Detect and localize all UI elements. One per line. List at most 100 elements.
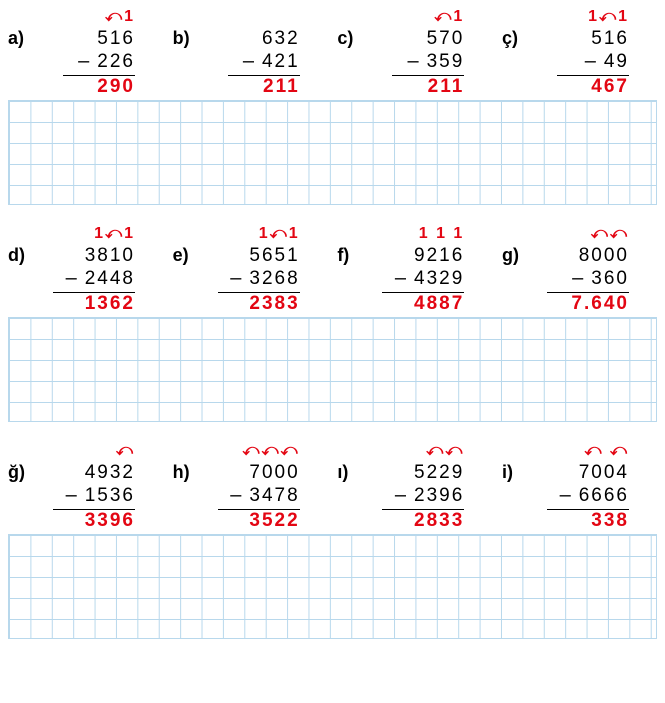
minuend: 516 (591, 28, 629, 50)
result: 211 (263, 76, 300, 98)
minus-sign: – (572, 267, 585, 289)
minus-sign: – (585, 50, 598, 72)
minuend: 4932 (85, 462, 135, 484)
subtrahend: 2396 (414, 485, 464, 507)
minus-sign: – (78, 50, 91, 72)
subtrahend: 359 (427, 51, 465, 73)
problem-section: ğ)⤺ 4932–15363396h)⤺⤺⤺7000–34783522ı)⤺⤺ … (8, 444, 657, 639)
minuend: 8000 (579, 245, 629, 267)
borrow-marks: ⤺ (116, 444, 135, 462)
borrow-marks: 1⤺1 (588, 10, 629, 28)
subtrahend-row: –49 (585, 50, 629, 73)
minus-sign: – (66, 484, 79, 506)
subtrahend: 3478 (249, 485, 299, 507)
subtraction-problem: ğ)⤺ 4932–15363396 (8, 444, 163, 532)
subtrahend-row: –2448 (66, 267, 135, 290)
minus-sign: – (395, 484, 408, 506)
subtrahend: 2448 (85, 268, 135, 290)
result: 338 (591, 510, 629, 532)
subtrahend-row: –226 (78, 50, 135, 73)
borrow-marks (293, 10, 299, 28)
result: 4887 (414, 293, 464, 315)
subtraction-problem: i)⤺ ⤺7004–6666338 (502, 444, 657, 532)
work-grid (8, 534, 657, 639)
subtrahend-row: –360 (572, 267, 629, 290)
result: 2383 (249, 293, 299, 315)
subtrahend-row: –3478 (230, 484, 299, 507)
subtrahend-row: –3268 (230, 267, 299, 290)
borrow-marks: ⤺1 (105, 10, 135, 28)
minus-sign: – (243, 50, 256, 72)
borrow-marks: ⤺⤺ (591, 227, 629, 245)
subtraction-problem: c)⤺1570–359211 (337, 10, 492, 98)
subtraction-problem: e)1⤺15651–32682383 (173, 227, 328, 315)
minuend: 7004 (579, 462, 629, 484)
minus-sign: – (230, 484, 243, 506)
subtrahend: 49 (604, 51, 629, 73)
problem-stack: 1⤺15651–3268 2383 (173, 227, 328, 315)
subtraction-problem: g)⤺⤺ 8000–3607.640 (502, 227, 657, 315)
result: 290 (97, 76, 135, 98)
borrow-marks: ⤺ ⤺ (584, 444, 629, 462)
minuend: 3810 (85, 245, 135, 267)
minuend: 570 (427, 28, 465, 50)
subtrahend-row: –1536 (66, 484, 135, 507)
borrow-marks: ⤺⤺ (426, 444, 464, 462)
minus-sign: – (560, 484, 573, 506)
subtrahend: 1536 (85, 485, 135, 507)
result: 467 (591, 76, 629, 98)
subtraction-problem: a)⤺1 516–226290 (8, 10, 163, 98)
minus-sign: – (230, 267, 243, 289)
minus-sign: – (395, 267, 408, 289)
subtrahend: 4329 (414, 268, 464, 290)
minuend: 5651 (249, 245, 299, 267)
minuend: 5229 (414, 462, 464, 484)
borrow-marks: 1⤺1 (259, 227, 300, 245)
minuend: 7000 (249, 462, 299, 484)
borrow-marks: ⤺⤺⤺ (242, 444, 299, 462)
result: 7.640 (571, 293, 629, 315)
problem-stack: ⤺1570–359211 (337, 10, 492, 98)
work-grid (8, 317, 657, 422)
problem-stack: 632–421211 (173, 10, 328, 98)
problems-row: d)1⤺1 3810–24481362e)1⤺15651–32682383f)1… (8, 227, 657, 315)
problem-section: d)1⤺1 3810–24481362e)1⤺15651–32682383f)1… (8, 227, 657, 422)
subtrahend: 3268 (249, 268, 299, 290)
problem-stack: ⤺⤺ 8000–360 7.640 (502, 227, 657, 315)
subtrahend-row: –2396 (395, 484, 464, 507)
minuend: 9216 (414, 245, 464, 267)
minus-sign: – (407, 50, 420, 72)
problems-row: a)⤺1 516–226290b) 632–421211c)⤺1570–3592… (8, 10, 657, 98)
subtraction-problem: f)1 1 19216–43294887 (337, 227, 492, 315)
subtrahend-row: –4329 (395, 267, 464, 290)
subtrahend: 226 (97, 51, 135, 73)
problem-stack: ⤺ 4932–1536 3396 (8, 444, 163, 532)
subtrahend-row: –359 (407, 50, 464, 73)
minuend: 516 (97, 28, 135, 50)
problem-stack: ⤺⤺⤺7000–3478 3522 (173, 444, 328, 532)
subtraction-problem: ç)1⤺1516–49467 (502, 10, 657, 98)
problem-stack: ⤺⤺ 5229–2396 2833 (337, 444, 492, 532)
subtrahend: 360 (591, 268, 629, 290)
problem-stack: 1⤺1516–49 467 (502, 10, 657, 98)
subtraction-problem: h)⤺⤺⤺7000–34783522 (173, 444, 328, 532)
subtraction-problem: ı)⤺⤺ 5229–23962833 (337, 444, 492, 532)
result: 3522 (249, 510, 299, 532)
borrow-marks: 1 1 1 (419, 227, 465, 245)
result: 3396 (85, 510, 135, 532)
problem-stack: ⤺1 516–226 290 (8, 10, 163, 98)
result: 2833 (414, 510, 464, 532)
minus-sign: – (66, 267, 79, 289)
problems-row: ğ)⤺ 4932–15363396h)⤺⤺⤺7000–34783522ı)⤺⤺ … (8, 444, 657, 532)
borrow-marks: ⤺1 (434, 10, 464, 28)
subtraction-problem: b) 632–421211 (173, 10, 328, 98)
work-grid (8, 100, 657, 205)
problem-stack: ⤺ ⤺7004–6666 338 (502, 444, 657, 532)
borrow-marks: 1⤺1 (94, 227, 135, 245)
subtrahend: 6666 (579, 485, 629, 507)
subtrahend-row: –421 (243, 50, 300, 73)
problem-stack: 1⤺1 3810–24481362 (8, 227, 163, 315)
subtraction-problem: d)1⤺1 3810–24481362 (8, 227, 163, 315)
problem-stack: 1 1 19216–4329 4887 (337, 227, 492, 315)
subtrahend-row: –6666 (560, 484, 629, 507)
